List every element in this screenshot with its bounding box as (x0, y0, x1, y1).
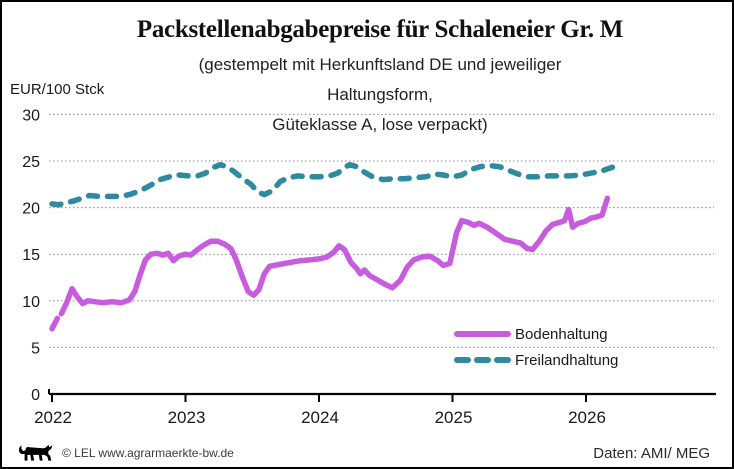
x-tick-label-2025: 2025 (435, 408, 473, 427)
baden-wuerttemberg-lion-logo-icon (18, 444, 53, 461)
freilandhaltung-dashed-swatch-icon (454, 357, 511, 363)
bodenhaltung-line-swatch-icon (454, 331, 511, 337)
legend-label-bodenhaltung: Bodenhaltung (515, 325, 608, 343)
subtitle-line-2: Haltungsform, (327, 85, 433, 104)
series-line-bodenhaltung-seg1 (58, 195, 611, 317)
legend-label-freilandhaltung: Freilandhaltung (515, 351, 619, 369)
x-tick-label-2023: 2023 (168, 408, 206, 427)
data-source-text: Daten: AMI/ MEG (593, 445, 710, 462)
series-line-freilandhaltung (49, 161, 620, 208)
chart-subtitle: (gestempelt mit Herkunftsland DE und jew… (24, 50, 732, 140)
series-line-bodenhaltung (49, 315, 61, 332)
y-tick-label-5: 5 (31, 340, 40, 357)
subtitle-line-1: (gestempelt mit Herkunftsland DE und jew… (198, 55, 562, 74)
x-tick-label-2026: 2026 (568, 408, 606, 427)
copyright-text: © LEL www.agrarmaerkte-bw.de (62, 446, 234, 460)
y-tick-label-0: 0 (31, 387, 40, 404)
chart-legend: Bodenhaltung Freilandhaltung (454, 321, 618, 373)
y-tick-label-25: 25 (22, 154, 40, 171)
y-tick-label-15: 15 (22, 247, 40, 264)
y-axis-unit-label: EUR/100 Stck (10, 81, 105, 98)
x-tick-label-2022: 2022 (34, 408, 72, 427)
legend-item-bodenhaltung: Bodenhaltung (454, 321, 618, 347)
legend-item-freilandhaltung: Freilandhaltung (454, 347, 618, 373)
footer-left: © LEL www.agrarmaerkte-bw.de (17, 442, 234, 464)
y-tick-label-20: 20 (22, 201, 40, 218)
y-tick-label-30: 30 (22, 107, 40, 124)
chart-title: Packstellenabgabepreise für Schaleneier … (136, 16, 624, 43)
subtitle-line-3: Güteklasse A, lose verpackt) (272, 115, 488, 134)
x-tick-label-2024: 2024 (301, 408, 339, 427)
y-tick-label-10: 10 (22, 294, 40, 311)
